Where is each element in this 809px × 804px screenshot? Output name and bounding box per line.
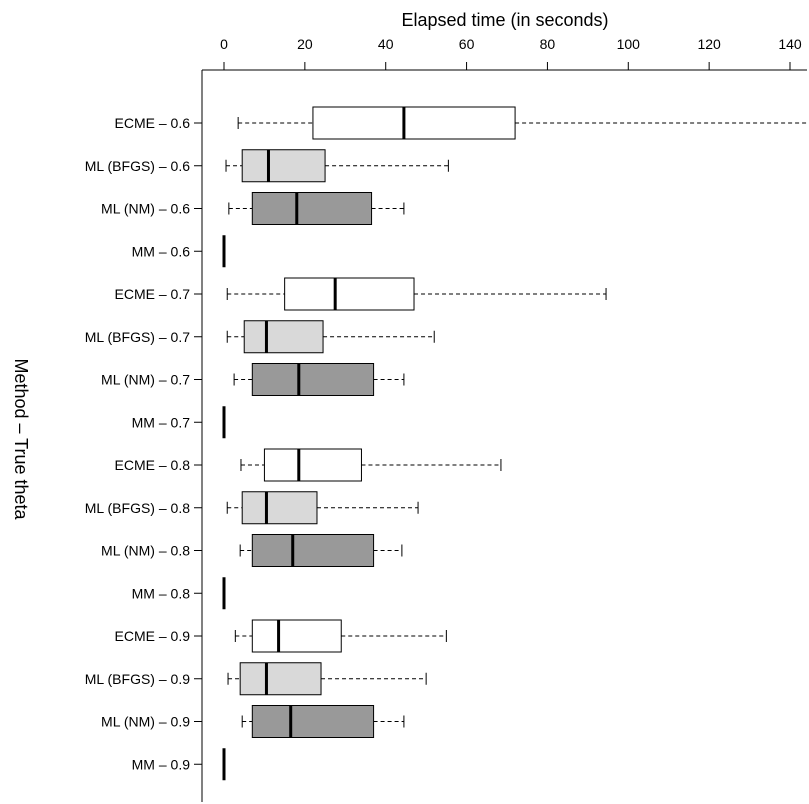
category-label: ECME – 0.9 bbox=[115, 628, 191, 644]
iqr-box bbox=[312, 106, 516, 140]
box-14 bbox=[227, 662, 427, 696]
box-2 bbox=[225, 149, 449, 183]
category-label: ML (NM) – 0.8 bbox=[101, 543, 190, 559]
x-tick-label: 40 bbox=[378, 36, 394, 52]
category-label: ML (NM) – 0.6 bbox=[101, 201, 190, 217]
box-15 bbox=[241, 705, 405, 738]
iqr-box bbox=[239, 662, 322, 696]
category-label: MM – 0.7 bbox=[132, 414, 191, 430]
x-axis-title: Elapsed time (in seconds) bbox=[401, 10, 608, 30]
category-label: ML (BFGS) – 0.8 bbox=[85, 500, 191, 516]
x-axis: 0 20 40 60 80 100 120 140 bbox=[220, 36, 802, 71]
iqr-box bbox=[241, 149, 326, 183]
iqr-box bbox=[263, 448, 362, 482]
category-label: MM – 0.8 bbox=[132, 585, 191, 601]
category-label: ML (NM) – 0.9 bbox=[101, 714, 190, 730]
iqr-box bbox=[251, 363, 375, 396]
iqr-box bbox=[251, 534, 375, 567]
category-label: ECME – 0.7 bbox=[115, 286, 191, 302]
y-axis: ECME – 0.6 ML (BFGS) – 0.6 ML (NM) – 0.6 MM… bbox=[85, 115, 202, 772]
box-11 bbox=[239, 534, 403, 567]
y-axis-title: Method – True theta bbox=[11, 358, 31, 520]
box-1 bbox=[237, 106, 809, 140]
box-5 bbox=[226, 277, 607, 311]
iqr-box bbox=[251, 192, 373, 225]
box-6 bbox=[226, 320, 435, 354]
category-label: MM – 0.6 bbox=[132, 243, 191, 259]
category-label: ML (NM) – 0.7 bbox=[101, 372, 190, 388]
iqr-box bbox=[251, 619, 342, 653]
category-label: ML (BFGS) – 0.9 bbox=[85, 671, 191, 687]
category-label: ECME – 0.8 bbox=[115, 457, 191, 473]
box-10 bbox=[226, 491, 419, 525]
iqr-box bbox=[241, 491, 318, 525]
x-tick-label: 0 bbox=[220, 36, 228, 52]
x-tick-label: 100 bbox=[617, 36, 641, 52]
x-tick-label: 120 bbox=[697, 36, 721, 52]
box-3 bbox=[228, 192, 405, 225]
x-tick-label: 20 bbox=[297, 36, 313, 52]
box-13 bbox=[234, 619, 447, 653]
category-label: ML (BFGS) – 0.6 bbox=[85, 158, 191, 174]
category-label: ML (BFGS) – 0.7 bbox=[85, 329, 191, 345]
iqr-box bbox=[243, 320, 324, 354]
category-label: MM – 0.9 bbox=[132, 756, 191, 772]
iqr-box bbox=[251, 705, 375, 738]
category-label: ECME – 0.6 bbox=[115, 115, 191, 131]
plot-frame bbox=[201, 69, 807, 802]
iqr-box bbox=[284, 277, 415, 311]
x-tick-label: 140 bbox=[778, 36, 802, 52]
x-tick-label: 60 bbox=[459, 36, 475, 52]
box-9 bbox=[240, 448, 502, 482]
box-7 bbox=[233, 363, 405, 396]
x-tick-label: 80 bbox=[540, 36, 556, 52]
boxes-group bbox=[222, 106, 809, 781]
